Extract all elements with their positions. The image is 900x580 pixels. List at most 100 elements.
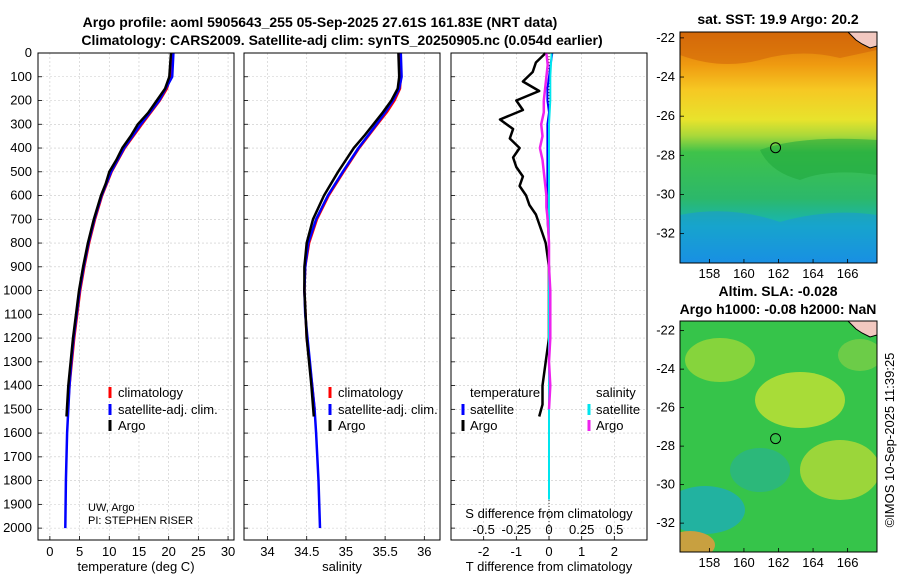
depth-tick-label: 600 bbox=[10, 188, 32, 203]
depth-tick-label: 1300 bbox=[3, 354, 32, 369]
sst-argo-position-marker bbox=[770, 142, 782, 154]
depth-tick-label: 1600 bbox=[3, 425, 32, 440]
value-tick-label: 0 bbox=[545, 544, 552, 559]
s-diff-tick-label: 0 bbox=[545, 522, 552, 537]
depth-tick-label: 1100 bbox=[4, 306, 32, 321]
value-tick-label: 25 bbox=[191, 544, 205, 559]
value-tick-label: 0 bbox=[46, 544, 53, 559]
credit-line1: UW, Argo bbox=[88, 502, 134, 514]
legend-satellite-label: satellite-adj. clim. bbox=[338, 402, 438, 417]
argo-line bbox=[65, 52, 173, 417]
depth-tick-label: 1700 bbox=[3, 449, 32, 464]
legend-satellite-label: satellite-adj. clim. bbox=[118, 402, 218, 417]
sst-field bbox=[680, 32, 877, 263]
temperature-axis-ticks: 0100200300400500600700800900100011001200… bbox=[3, 45, 235, 559]
value-tick-label: -2 bbox=[478, 544, 490, 559]
sla-blob bbox=[730, 448, 790, 492]
sla-map: Altim. SLA: -0.028 Argo h1000: -0.08 h20… bbox=[656, 283, 878, 570]
depth-tick-label: 900 bbox=[10, 259, 32, 274]
temperature-xlabel: temperature (deg C) bbox=[77, 559, 194, 574]
depth-tick-label: 1000 bbox=[3, 283, 32, 298]
sla-blob bbox=[680, 486, 745, 534]
temperature-series bbox=[64, 52, 175, 529]
temperature-plot-frame bbox=[37, 52, 235, 541]
depth-tick-label: 1400 bbox=[3, 378, 32, 393]
value-tick-label: 30 bbox=[221, 544, 235, 559]
lon-tick-label: 164 bbox=[802, 266, 824, 281]
value-tick-label: 35.5 bbox=[372, 544, 397, 559]
legend-t-argo-label: Argo bbox=[470, 418, 497, 433]
lat-tick-label: -28 bbox=[656, 147, 675, 162]
salinity-legend: climatology satellite-adj. clim. Argo bbox=[328, 385, 438, 433]
sla-map-title-line2: Argo h1000: -0.08 h2000: NaN bbox=[680, 301, 877, 317]
depth-tick-label: 400 bbox=[10, 140, 32, 155]
value-tick-label: 20 bbox=[161, 544, 175, 559]
argo-line bbox=[303, 52, 401, 417]
s-diff-tick-label: -0.5 bbox=[472, 522, 494, 537]
value-tick-label: 10 bbox=[102, 544, 116, 559]
lon-tick-label: 166 bbox=[837, 555, 859, 570]
difference-axis-ticks: -2 -1 0 1 2 bbox=[451, 52, 618, 559]
sla-blob bbox=[685, 338, 755, 382]
value-tick-label: 2 bbox=[611, 544, 618, 559]
lat-tick-label: -32 bbox=[656, 515, 675, 530]
difference-s-xlabel: S difference from climatology bbox=[465, 506, 633, 521]
figure-title-line1: Argo profile: aoml 5905643_255 05-Sep-20… bbox=[83, 14, 558, 30]
sla-argo-position-marker bbox=[770, 433, 782, 445]
s-diff-tick-label: 0.25 bbox=[569, 522, 594, 537]
lat-tick-label: -24 bbox=[656, 361, 675, 376]
lon-tick-label: 160 bbox=[733, 555, 755, 570]
salinity-xlabel: salinity bbox=[322, 559, 362, 574]
legend-argo-label: Argo bbox=[338, 418, 365, 433]
legend-s-satellite-label: satellite bbox=[596, 402, 640, 417]
salinity-panel: 34 34.5 35 35.5 36 salinity climatology sate… bbox=[243, 52, 441, 574]
sla-blob bbox=[838, 339, 877, 371]
sst-map-title: sat. SST: 19.9 Argo: 20.2 bbox=[697, 11, 859, 27]
salinity-axis-ticks: 34 34.5 35 35.5 36 bbox=[244, 52, 432, 559]
depth-tick-label: 500 bbox=[10, 164, 32, 179]
depth-tick-label: 200 bbox=[10, 93, 32, 108]
sst-coast bbox=[847, 32, 877, 49]
sst-map: sat. SST: 19.9 Argo: 20.2 158 160 162 164 16… bbox=[656, 11, 878, 281]
value-tick-label: 36 bbox=[417, 544, 431, 559]
s-diff-tick-label: -0.25 bbox=[502, 522, 532, 537]
sla-map-ticks: 158 160 162 164 166 -22 -24 -26 -28 -30 -32 bbox=[656, 323, 858, 570]
difference-plot-frame bbox=[450, 52, 648, 541]
temperature-legend: climatology satellite-adj. clim. Argo bbox=[108, 385, 218, 433]
lat-tick-label: -32 bbox=[656, 226, 675, 241]
value-tick-label: 5 bbox=[76, 544, 83, 559]
sla-blob bbox=[800, 440, 877, 500]
depth-tick-label: 1900 bbox=[3, 496, 32, 511]
lat-tick-label: -22 bbox=[656, 30, 675, 45]
legend-climatology-label: climatology bbox=[338, 385, 404, 400]
temperature-panel: 0100200300400500600700800900100011001200… bbox=[3, 45, 235, 574]
lon-tick-label: 162 bbox=[768, 555, 790, 570]
lon-tick-label: 166 bbox=[837, 266, 859, 281]
lat-tick-label: -26 bbox=[656, 108, 675, 123]
difference-legend: temperature salinity satellite Argo sate… bbox=[461, 385, 640, 433]
sla-coast bbox=[847, 321, 877, 338]
lat-tick-label: -26 bbox=[656, 400, 675, 415]
legend-temperature-head: temperature bbox=[470, 385, 540, 400]
depth-tick-label: 800 bbox=[10, 235, 32, 250]
lon-tick-label: 162 bbox=[768, 266, 790, 281]
depth-tick-label: 100 bbox=[10, 69, 32, 84]
sla-map-title-line1: Altim. SLA: -0.028 bbox=[718, 283, 837, 299]
temperature-gridlines bbox=[38, 52, 234, 540]
depth-tick-label: 1500 bbox=[3, 401, 32, 416]
lon-tick-label: 160 bbox=[733, 266, 755, 281]
lat-tick-label: -30 bbox=[656, 477, 675, 492]
difference-s-axis-ticks: -0.5 -0.25 0 0.25 0.5 bbox=[472, 522, 623, 537]
depth-tick-label: 1800 bbox=[3, 473, 32, 488]
depth-tick-label: 2000 bbox=[3, 520, 32, 535]
value-tick-label: 1 bbox=[578, 544, 585, 559]
sst-cool-patch bbox=[680, 211, 877, 263]
salinity-series bbox=[303, 52, 403, 529]
s-diff-tick-label: 0.5 bbox=[605, 522, 623, 537]
salinity-plot-frame bbox=[243, 52, 441, 541]
legend-climatology-label: climatology bbox=[118, 385, 184, 400]
figure-title-line2: Climatology: CARS2009. Satellite-adj cli… bbox=[81, 32, 602, 48]
s-satellite-diff-line bbox=[548, 52, 553, 500]
salinity-gridlines bbox=[244, 52, 440, 540]
